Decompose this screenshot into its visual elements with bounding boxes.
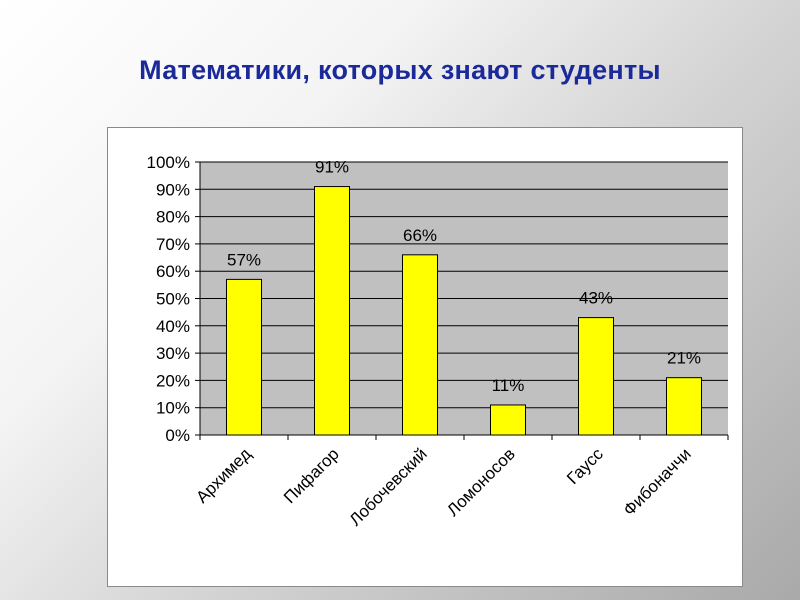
y-tick-label: 0% [165, 426, 190, 445]
bar-5 [578, 317, 614, 436]
x-tick-label: Архимед [192, 444, 254, 506]
y-tick-label: 70% [156, 235, 190, 254]
data-label-1: 57% [227, 250, 261, 269]
y-tick-label: 60% [156, 262, 190, 281]
y-tick-label: 80% [156, 208, 190, 227]
data-label-2: 91% [315, 158, 349, 177]
data-label-3: 66% [403, 226, 437, 245]
bar-2 [314, 186, 350, 436]
y-tick-label: 30% [156, 344, 190, 363]
bar-3 [402, 254, 438, 436]
x-tick-label: Ломоносов [443, 444, 519, 520]
data-label-5: 43% [579, 289, 613, 308]
y-tick-label: 50% [156, 290, 190, 309]
data-label-6: 21% [667, 349, 701, 368]
bar-chart: 57% 91% 66% 11% 43% 21% 0% 10% 20% 30% 40% 50% 60% 7… [147, 153, 729, 530]
y-axis-ticks: 0% 10% 20% 30% 40% 50% 60% 70% 80% 90% 100% [147, 153, 201, 445]
bar-4 [490, 404, 526, 436]
x-axis-ticks: Архимед Пифагор Лобочевский Ломоносов Гаусс Ф… [192, 435, 729, 530]
y-tick-label: 10% [156, 399, 190, 418]
y-tick-label: 20% [156, 371, 190, 390]
chart-frame: 57% 91% 66% 11% 43% 21% 0% 10% 20% 30% 40% 50% 60% 7… [107, 127, 743, 587]
data-label-4: 11% [492, 376, 525, 395]
y-tick-label: 100% [147, 153, 190, 172]
gridlines [200, 161, 728, 436]
x-tick-label: Гаусс [563, 444, 607, 488]
bar-1 [226, 278, 262, 436]
x-tick-label: Фибоначчи [620, 444, 695, 519]
x-tick-label: Лобочевский [346, 444, 431, 529]
y-tick-label: 40% [156, 317, 190, 336]
x-tick-label: Пифагор [280, 444, 343, 507]
bar-6 [666, 377, 702, 436]
bars [226, 186, 702, 436]
slide-title: Математики, которых знают студенты [139, 55, 661, 85]
y-tick-label: 90% [156, 180, 190, 199]
data-labels: 57% 91% 66% 11% 43% 21% [227, 158, 701, 395]
